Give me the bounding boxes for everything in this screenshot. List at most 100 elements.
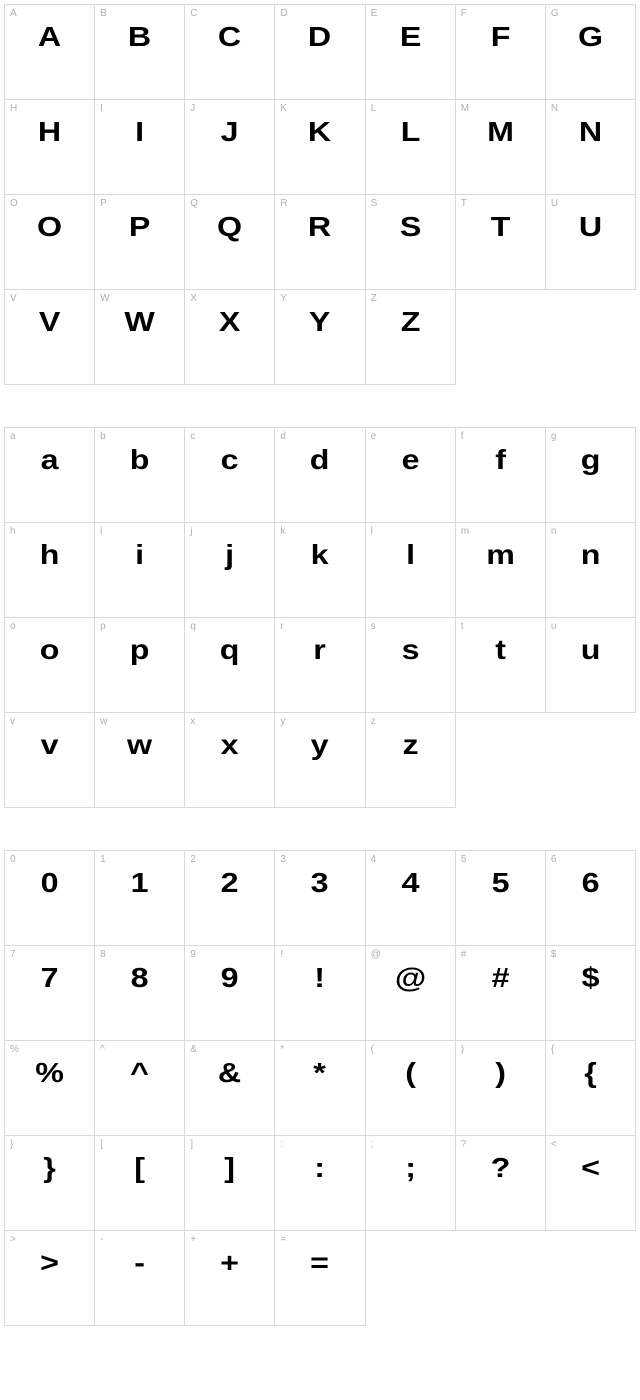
key-label: K bbox=[280, 103, 287, 114]
glyph-cell: jj bbox=[185, 523, 275, 618]
glyph-display: ! bbox=[269, 964, 372, 992]
key-label: 5 bbox=[461, 854, 467, 865]
glyph-display: # bbox=[449, 964, 552, 992]
glyph-cell: :: bbox=[275, 1136, 365, 1231]
glyph-display: t bbox=[449, 636, 552, 664]
glyph-display: 6 bbox=[539, 869, 640, 897]
glyph-cell: )) bbox=[456, 1041, 546, 1136]
glyph-display: 2 bbox=[179, 869, 282, 897]
key-label: q bbox=[190, 621, 196, 632]
glyph-display: ) bbox=[449, 1059, 552, 1087]
key-label: < bbox=[551, 1139, 557, 1150]
key-label: V bbox=[10, 293, 17, 304]
key-label: # bbox=[461, 949, 467, 960]
glyph-cell: aa bbox=[5, 428, 95, 523]
glyph-display: 4 bbox=[359, 869, 462, 897]
glyph-cell: rr bbox=[275, 618, 365, 713]
glyph-cell: RR bbox=[275, 195, 365, 290]
glyph-cell: ff bbox=[456, 428, 546, 523]
key-label: D bbox=[280, 8, 287, 19]
glyph-display: 1 bbox=[88, 869, 191, 897]
glyph-cell: 44 bbox=[366, 851, 456, 946]
section-lowercase: aabbccddeeffgghhiijjkkllmmnnooppqqrrsstt… bbox=[4, 427, 636, 808]
key-label: + bbox=[190, 1234, 196, 1245]
glyph-display: P bbox=[88, 213, 191, 241]
glyph-display: 8 bbox=[88, 964, 191, 992]
key-label: ) bbox=[461, 1044, 464, 1055]
glyph-cell: ]] bbox=[185, 1136, 275, 1231]
glyph-cell: oo bbox=[5, 618, 95, 713]
key-label: m bbox=[461, 526, 469, 537]
empty-cell bbox=[546, 290, 636, 385]
key-label: B bbox=[100, 8, 107, 19]
glyph-cell: 11 bbox=[95, 851, 185, 946]
key-label: 8 bbox=[100, 949, 106, 960]
glyph-cell: %% bbox=[5, 1041, 95, 1136]
glyph-cell: ee bbox=[366, 428, 456, 523]
glyph-display: u bbox=[539, 636, 640, 664]
glyph-cell: ss bbox=[366, 618, 456, 713]
key-label: ] bbox=[190, 1139, 193, 1150]
glyph-cell: BB bbox=[95, 5, 185, 100]
glyph-display: n bbox=[539, 541, 640, 569]
character-map-root: AABBCCDDEEFFGGHHIIJJKKLLMMNNOOPPQQRRSSTT… bbox=[4, 4, 636, 1326]
key-label: E bbox=[371, 8, 378, 19]
glyph-display: f bbox=[449, 446, 552, 474]
key-label: 2 bbox=[190, 854, 196, 865]
glyph-cell: $$ bbox=[546, 946, 636, 1041]
glyph-display: H bbox=[0, 118, 101, 146]
glyph-display: < bbox=[539, 1154, 640, 1182]
glyph-display: + bbox=[179, 1249, 282, 1277]
glyph-cell: AA bbox=[5, 5, 95, 100]
glyph-display: g bbox=[539, 446, 640, 474]
glyph-display: [ bbox=[88, 1154, 191, 1182]
glyph-cell: HH bbox=[5, 100, 95, 195]
glyph-cell: dd bbox=[275, 428, 365, 523]
key-label: o bbox=[10, 621, 16, 632]
glyph-display: C bbox=[179, 23, 282, 51]
glyph-display: Y bbox=[269, 308, 372, 336]
glyph-cell: 99 bbox=[185, 946, 275, 1041]
glyph-display: x bbox=[179, 731, 282, 759]
glyph-cell: 66 bbox=[546, 851, 636, 946]
glyph-display: 0 bbox=[0, 869, 101, 897]
key-label: % bbox=[10, 1044, 19, 1055]
glyph-display: T bbox=[449, 213, 552, 241]
key-label: X bbox=[190, 293, 197, 304]
glyph-display: 3 bbox=[269, 869, 372, 897]
glyph-display: I bbox=[88, 118, 191, 146]
glyph-cell: NN bbox=[546, 100, 636, 195]
key-label: H bbox=[10, 103, 17, 114]
glyph-cell: MM bbox=[456, 100, 546, 195]
key-label: = bbox=[280, 1234, 286, 1245]
key-label: v bbox=[10, 716, 15, 727]
glyph-cell: tt bbox=[456, 618, 546, 713]
key-label: G bbox=[551, 8, 559, 19]
glyph-display: h bbox=[0, 541, 101, 569]
glyph-display: M bbox=[449, 118, 552, 146]
key-label: } bbox=[10, 1139, 13, 1150]
glyph-cell: (( bbox=[366, 1041, 456, 1136]
key-label: N bbox=[551, 103, 558, 114]
key-label: 6 bbox=[551, 854, 557, 865]
key-label: w bbox=[100, 716, 107, 727]
glyph-cell: ;; bbox=[366, 1136, 456, 1231]
glyph-cell: hh bbox=[5, 523, 95, 618]
glyph-display: * bbox=[269, 1059, 372, 1087]
glyph-display: a bbox=[0, 446, 101, 474]
glyph-cell: kk bbox=[275, 523, 365, 618]
glyph-cell: && bbox=[185, 1041, 275, 1136]
key-label: R bbox=[280, 198, 287, 209]
glyph-cell: 33 bbox=[275, 851, 365, 946]
glyph-cell: {{ bbox=[546, 1041, 636, 1136]
glyph-cell: TT bbox=[456, 195, 546, 290]
glyph-display: F bbox=[449, 23, 552, 51]
glyph-display: A bbox=[0, 23, 101, 51]
key-label: r bbox=[280, 621, 283, 632]
glyph-cell: nn bbox=[546, 523, 636, 618]
key-label: : bbox=[280, 1139, 283, 1150]
key-label: J bbox=[190, 103, 195, 114]
key-label: > bbox=[10, 1234, 16, 1245]
glyph-grid: aabbccddeeffgghhiijjkkllmmnnooppqqrrsstt… bbox=[4, 427, 636, 808]
glyph-display: D bbox=[269, 23, 372, 51]
